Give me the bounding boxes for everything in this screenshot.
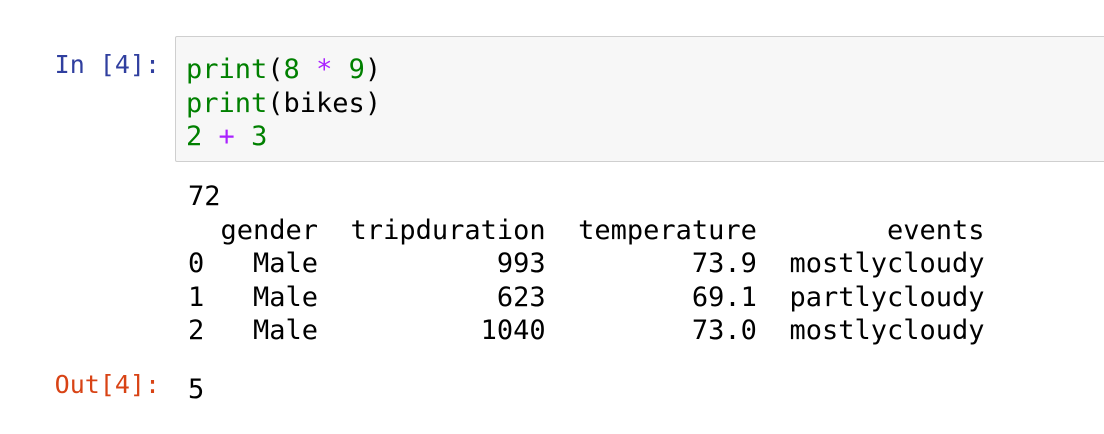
code-token: (bikes) — [267, 87, 382, 119]
code-token: * — [316, 54, 333, 85]
code-token — [332, 54, 348, 85]
code-line: print(bikes) — [186, 87, 381, 121]
output-prompt: Out[4]: — [54, 370, 160, 399]
dataframe-row: 2 Male 1040 73.0 mostlycloudy — [188, 315, 985, 346]
code-token — [235, 121, 251, 152]
code-token: print — [186, 87, 268, 119]
code-token: 3 — [251, 121, 268, 152]
code-text[interactable]: print(8 * 9) print(bikes) 2 + 3 — [186, 53, 381, 154]
stdout-line: 72 — [188, 181, 221, 212]
code-line: 2 + 3 — [186, 120, 381, 154]
input-prompt: In [4]: — [54, 50, 160, 79]
code-token: ) — [364, 54, 382, 85]
dataframe-row: 1 Male 623 69.1 partlycloudy — [188, 281, 985, 313]
code-cell-editor[interactable]: print(8 * 9) print(bikes) 2 + 3 — [175, 36, 1104, 162]
dataframe-row: 0 Male 993 73.9 mostlycloudy — [188, 248, 985, 279]
code-token: 2 — [186, 121, 203, 152]
code-token — [202, 121, 218, 152]
code-token: + — [218, 121, 235, 152]
dataframe-header: gender tripduration temperature events — [188, 214, 985, 246]
code-token: print — [186, 54, 268, 85]
code-token — [300, 54, 316, 85]
code-token: ( — [267, 54, 284, 85]
execute-result: 5 — [188, 374, 205, 405]
code-token: 8 — [283, 54, 300, 85]
stdout-output: 72 gender tripduration temperature event… — [188, 180, 985, 348]
code-line: print(8 * 9) — [186, 53, 381, 87]
code-token: 9 — [348, 54, 365, 85]
